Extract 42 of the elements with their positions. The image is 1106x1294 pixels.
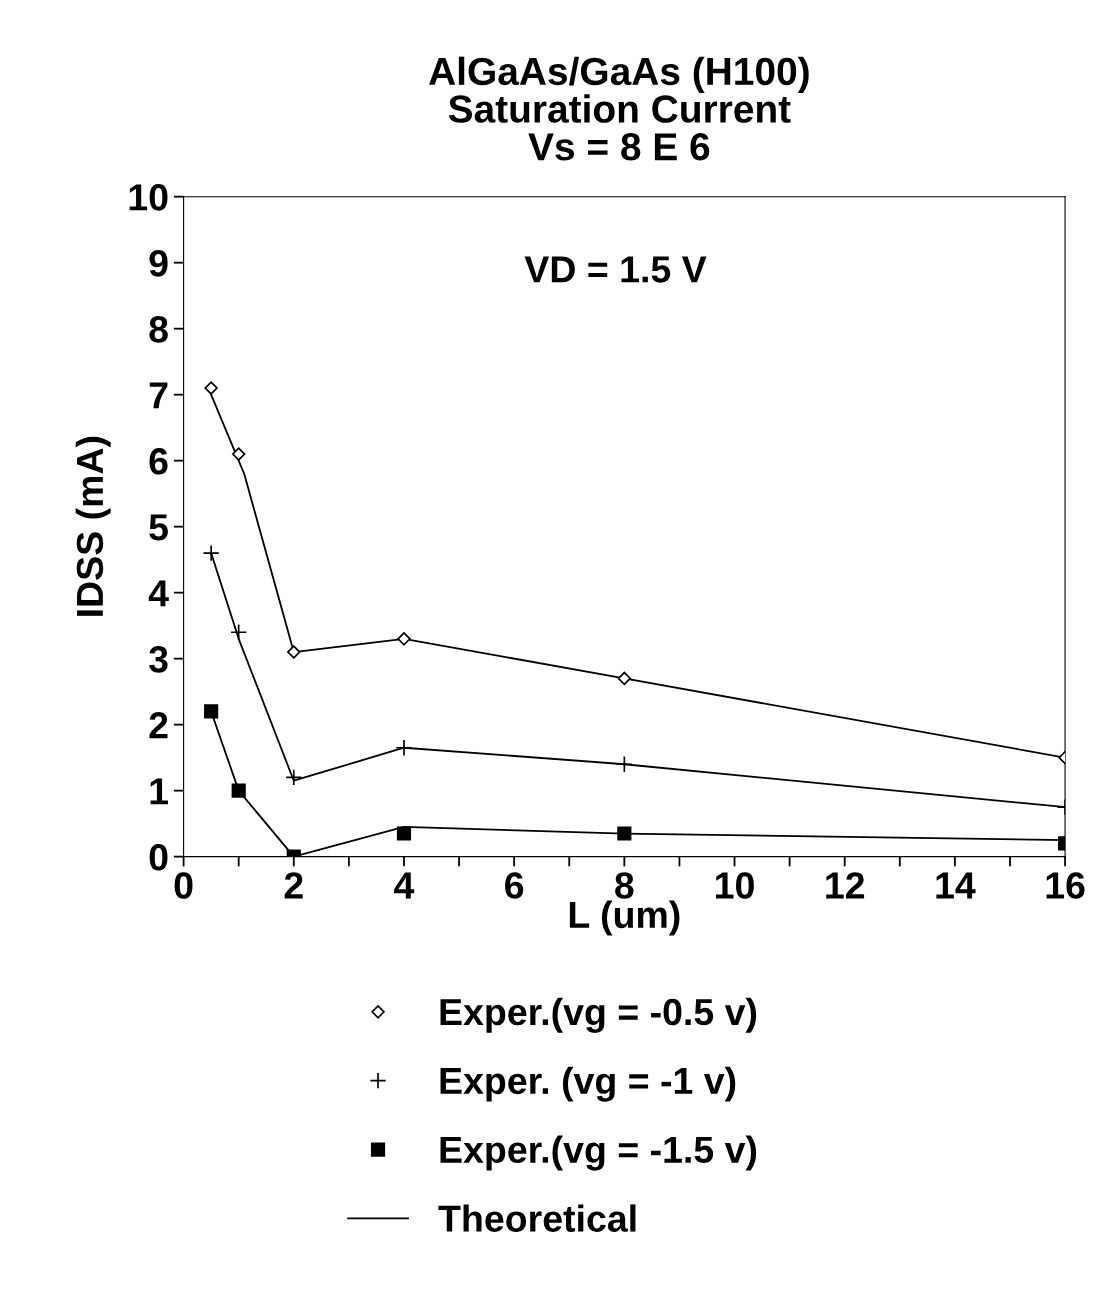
point [204,381,218,395]
x-tick-label: 12 [826,872,865,899]
y-tick-label: 0 [149,844,168,871]
x-tick-label: 0 [174,872,193,899]
y-tick-label: 1 [150,778,168,805]
annotation: VD = 1.5 V [524,256,707,283]
point [287,645,301,659]
y-tick-label: 3 [149,646,168,673]
point [617,671,632,686]
point [395,739,413,757]
y-tick-label: 2 [149,712,168,739]
point [615,755,633,773]
point [202,544,220,562]
x-tick-label: 10 [716,872,754,899]
x-tick-label: 14 [936,872,976,899]
y-tick-label: 4 [148,580,169,607]
chart-title: AlGaAs/GaAs (H100) Saturation Current Vs = 8 E 6 [429,56,809,161]
y-tick-label: 9 [149,250,168,277]
y-tick-label: 7 [149,382,168,409]
point [617,826,632,841]
x-axis-title: L (um) [569,900,680,936]
y-tick-label: 10 [129,184,168,211]
point [285,768,303,786]
legend-label: Exper. (vg = -1 v) [440,1066,736,1102]
y-tick-label: 6 [149,448,168,475]
y-tick-label: 8 [149,316,168,343]
x-tick-label: 8 [615,872,634,899]
x-tick-label: 4 [394,872,415,899]
legend-label: Exper.(vg = -1.5 v) [440,1135,757,1171]
point [204,704,219,719]
x-tick-label: 6 [505,872,524,899]
x-tick-label: 2 [284,872,303,899]
point [396,826,412,841]
x-tick-label: 16 [1046,872,1085,899]
point [231,447,246,461]
point [397,632,411,646]
point [231,783,246,798]
legend-label: Exper.(vg = -0.5 v) [440,997,757,1033]
legend-label: Theoretical [438,1204,636,1232]
y-tick-label: 5 [149,514,168,541]
y-axis-title: IDSS (mA) [75,436,111,616]
point [230,623,248,641]
